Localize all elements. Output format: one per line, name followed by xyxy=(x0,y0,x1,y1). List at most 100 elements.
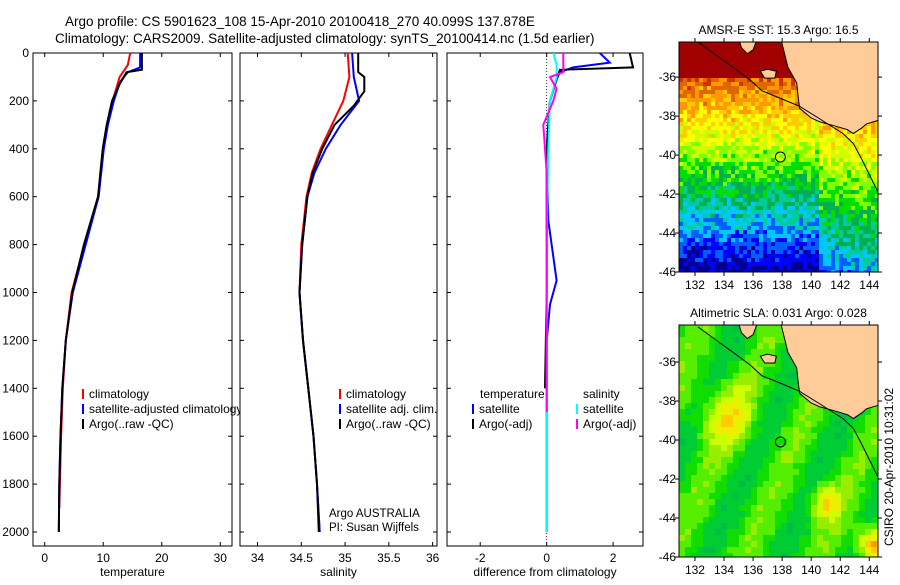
map-cell xyxy=(703,325,709,331)
map-cell xyxy=(811,254,815,258)
map-cell xyxy=(751,214,755,218)
map-cell xyxy=(767,142,771,146)
map-cell xyxy=(771,214,775,218)
map-cell xyxy=(683,126,687,130)
map-cell xyxy=(735,142,739,146)
map-cell xyxy=(707,186,711,190)
map-cell xyxy=(703,270,707,272)
map-cell xyxy=(847,439,853,445)
map-cell xyxy=(691,433,697,439)
map-cell xyxy=(863,246,867,250)
map-cell xyxy=(703,222,707,226)
map-cell xyxy=(735,206,739,210)
map-cell xyxy=(775,250,779,254)
map-cell xyxy=(855,258,859,262)
map-cell xyxy=(775,373,781,379)
map-cell xyxy=(851,226,855,230)
map-cell xyxy=(751,258,755,262)
map-cell xyxy=(703,122,707,126)
map-cell xyxy=(735,218,739,222)
map-cell xyxy=(831,190,835,194)
map-cell xyxy=(865,463,871,469)
map-cell xyxy=(783,170,787,174)
map-cell xyxy=(779,62,783,66)
map-cell xyxy=(755,174,759,178)
map-cell xyxy=(823,166,827,170)
map-cell xyxy=(707,238,711,242)
map-cell xyxy=(795,154,799,158)
map-cell xyxy=(695,106,699,110)
map-cell xyxy=(683,130,687,134)
map-cell xyxy=(699,146,703,150)
map-cell xyxy=(775,242,779,246)
map-cell xyxy=(799,397,805,403)
map-cell xyxy=(695,230,699,234)
map-cell xyxy=(839,170,843,174)
map-cell xyxy=(699,270,703,272)
map-cell xyxy=(767,42,771,46)
map-cell xyxy=(775,337,781,343)
map-cell xyxy=(743,266,747,270)
map-cell xyxy=(863,250,867,254)
map-cell xyxy=(799,469,805,475)
map-cell xyxy=(707,170,711,174)
map-cell xyxy=(839,270,843,272)
map-cell xyxy=(739,66,743,70)
map-cell xyxy=(743,110,747,114)
map-cell xyxy=(795,182,799,186)
map-cell xyxy=(721,421,727,427)
map-cell xyxy=(793,511,799,517)
y-tick-label: -44 xyxy=(659,226,677,240)
map-cell xyxy=(819,122,823,126)
map-cell xyxy=(859,218,863,222)
map-cell xyxy=(787,451,793,457)
map-cell xyxy=(851,246,855,250)
map-cell xyxy=(775,517,781,523)
map-cell xyxy=(867,258,871,262)
map-cell xyxy=(807,154,811,158)
map-cell xyxy=(727,170,731,174)
map-cell xyxy=(691,397,697,403)
map-cell xyxy=(711,94,715,98)
map-cell xyxy=(715,94,719,98)
map-cell xyxy=(735,66,739,70)
map-cell xyxy=(745,463,751,469)
map-cell xyxy=(683,218,687,222)
map-cell xyxy=(727,409,733,415)
map-cell xyxy=(819,170,823,174)
map-cell xyxy=(875,182,878,186)
map-cell xyxy=(827,206,831,210)
map-cell xyxy=(687,222,691,226)
map-cell xyxy=(721,337,727,343)
map-cell xyxy=(775,439,781,445)
map-cell xyxy=(707,174,711,178)
profile-panel-1: 0 10 20 30temperature0200400600800100012001… xyxy=(2,46,242,579)
map-cell xyxy=(731,90,735,94)
map-cell xyxy=(731,102,735,106)
map-cell xyxy=(685,523,691,529)
map-cell xyxy=(835,210,839,214)
y-tick-label: 1400 xyxy=(2,381,29,395)
map-cell xyxy=(795,118,799,122)
map-cell xyxy=(807,206,811,210)
map-cell xyxy=(771,238,775,242)
map-cell xyxy=(769,505,775,511)
map-cell xyxy=(783,234,787,238)
map-cell xyxy=(759,242,763,246)
map-cell xyxy=(817,409,823,415)
map-cell xyxy=(721,325,727,331)
map-cell xyxy=(723,110,727,114)
map-cell xyxy=(679,98,683,102)
map-cell xyxy=(775,451,781,457)
map-cell xyxy=(727,66,731,70)
map-cell xyxy=(715,481,721,487)
map-cell xyxy=(707,78,711,82)
map-cell xyxy=(781,427,787,433)
map-cell xyxy=(853,475,859,481)
map-cell xyxy=(679,114,683,118)
map-cell xyxy=(711,258,715,262)
map-cell xyxy=(775,102,779,106)
map-cell xyxy=(811,194,815,198)
map-cell xyxy=(759,170,763,174)
map-cell xyxy=(779,110,783,114)
